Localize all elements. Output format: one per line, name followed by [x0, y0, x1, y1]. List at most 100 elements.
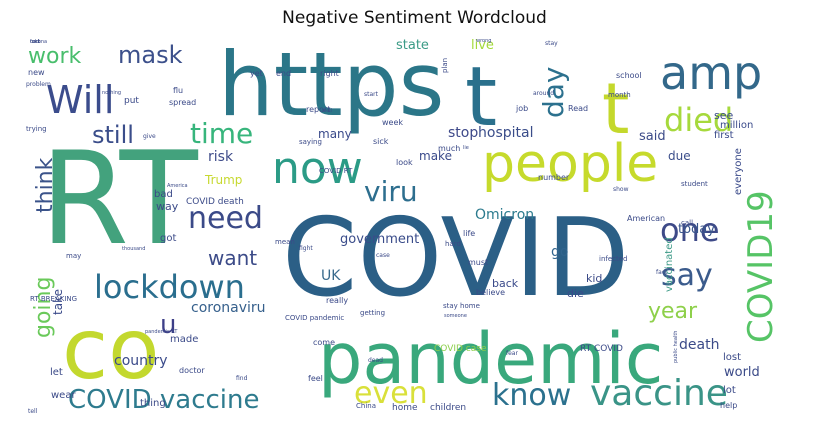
word-91: really [326, 296, 348, 305]
word-63: COVID death [186, 197, 244, 207]
word-115: call [681, 219, 693, 227]
word-56: kid [586, 272, 602, 285]
word-95: feel [308, 374, 323, 383]
word-12: lockdown [94, 268, 245, 306]
word-9: now [272, 143, 363, 194]
word-93: believe [476, 288, 505, 297]
word-44: today [678, 222, 715, 237]
word-27: think [33, 157, 58, 213]
word-124: stay [545, 40, 558, 47]
word-10: vaccine [590, 373, 728, 414]
word-50: due [668, 149, 691, 163]
word-89: American [627, 214, 665, 223]
word-55: vaccinated [664, 237, 675, 292]
word-34: Omicron [475, 207, 534, 223]
word-59: take [51, 289, 65, 315]
word-52: first [714, 130, 734, 141]
word-67: made [170, 334, 198, 345]
word-117: tell [28, 408, 38, 415]
word-103: getting [360, 309, 385, 317]
word-131: case [376, 252, 390, 259]
word-13: COVID19 [741, 190, 781, 343]
word-113: hard [445, 240, 461, 248]
word-36: UK [321, 268, 341, 284]
word-107: flu [173, 86, 183, 95]
word-84: Read [568, 104, 588, 113]
word-74: children [430, 403, 466, 413]
word-90: life [463, 229, 475, 238]
word-125: start [364, 91, 379, 98]
word-42: state [396, 38, 429, 53]
word-38: death [679, 337, 719, 353]
word-45: risk [208, 149, 234, 165]
word-92: must [468, 258, 488, 267]
word-101: COVID RT [319, 167, 353, 175]
word-3: co [62, 300, 160, 398]
word-83: job [515, 104, 528, 113]
word-32: coronaviru [191, 300, 266, 316]
word-39: world [724, 365, 760, 380]
word-71: lot [723, 385, 736, 396]
word-110: plan [441, 58, 449, 73]
word-99: sick [373, 137, 389, 146]
word-70: lost [723, 352, 741, 363]
word-15: know [492, 378, 571, 413]
word-96: doctor [179, 366, 205, 375]
word-97: COVID pandemic [285, 314, 344, 322]
word-104: stay home [443, 302, 480, 310]
word-87: look [396, 158, 413, 167]
word-85: week [382, 118, 403, 127]
word-5: t [465, 50, 497, 145]
word-4: pandemic [318, 318, 663, 400]
word-126: nothing [102, 90, 121, 96]
word-129: find [236, 375, 248, 382]
word-69: wear [51, 390, 76, 401]
word-54: everyone [733, 148, 744, 195]
word-102: mean [275, 238, 295, 246]
word-6: people [482, 134, 658, 194]
word-80: put [124, 96, 139, 106]
word-77: end [276, 69, 291, 78]
word-64: RT COVID [580, 344, 623, 354]
word-105: China [356, 402, 376, 410]
word-25: work [28, 44, 81, 69]
word-79: new [28, 68, 45, 77]
word-14: died [664, 101, 733, 139]
word-21: need [188, 201, 263, 236]
word-60: way [156, 200, 179, 213]
word-46: Trump [204, 173, 242, 187]
word-75: school [616, 71, 642, 80]
word-17: say [661, 258, 713, 293]
word-18: COVID vaccine [68, 385, 260, 415]
word-72: help [720, 401, 737, 410]
word-40: hospital [478, 125, 533, 141]
word-58: back [492, 277, 519, 290]
word-43: live [471, 38, 494, 53]
word-51: see [714, 109, 733, 122]
word-94: come [313, 338, 335, 347]
word-78: yet [250, 69, 263, 78]
word-37: go [551, 244, 568, 260]
word-86: much [438, 144, 460, 153]
word-123: around [533, 90, 554, 97]
word-108: month [608, 91, 631, 99]
word-8: t [602, 68, 629, 150]
word-98: RT BREAKING [30, 295, 77, 303]
word-7: amp [660, 46, 762, 100]
word-106: infected [599, 255, 628, 263]
word-48: many [318, 127, 352, 141]
word-28: going [31, 277, 56, 338]
word-2: https [218, 33, 445, 136]
word-100: saying [299, 138, 322, 146]
word-30: want [208, 246, 257, 270]
word-112: fight [299, 245, 313, 252]
word-35: government [340, 232, 419, 247]
word-31: year [648, 299, 698, 324]
word-1: COVID [282, 196, 629, 321]
word-53: million [720, 120, 753, 131]
word-57: die [567, 287, 584, 300]
word-128: dead [368, 357, 383, 364]
word-139: told [30, 39, 40, 45]
word-82: report [306, 105, 330, 114]
